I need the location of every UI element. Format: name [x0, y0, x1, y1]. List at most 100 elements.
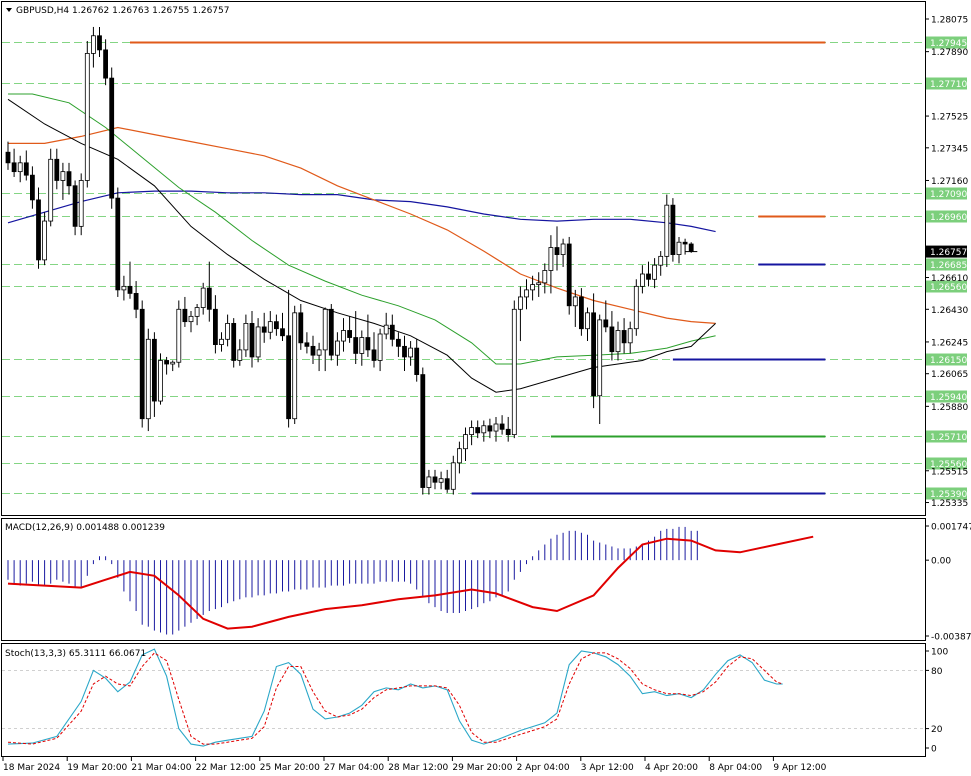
candle-bear[interactable]	[103, 49, 108, 79]
candle-bear[interactable]	[371, 349, 377, 361]
candle-bull[interactable]	[359, 337, 365, 354]
candle-bull[interactable]	[493, 423, 499, 432]
candle-bear[interactable]	[97, 35, 102, 51]
candle-bear[interactable]	[66, 171, 72, 187]
candle-bull[interactable]	[542, 270, 548, 284]
candles[interactable]	[5, 26, 694, 495]
candle-bull[interactable]	[194, 307, 200, 317]
candle-bear[interactable]	[72, 185, 78, 227]
candle-bear[interactable]	[280, 328, 285, 337]
candle-bull[interactable]	[597, 319, 603, 397]
candle-bear[interactable]	[566, 243, 572, 307]
candle-bull[interactable]	[456, 448, 462, 464]
candle-bear[interactable]	[365, 337, 371, 351]
candle-bear[interactable]	[139, 308, 145, 420]
candle-bear[interactable]	[133, 293, 139, 310]
candle-bear[interactable]	[115, 197, 121, 291]
candle-bull[interactable]	[463, 434, 468, 450]
candle-bull[interactable]	[145, 338, 151, 420]
candle-bear[interactable]	[328, 308, 334, 356]
candle-bull[interactable]	[548, 247, 554, 271]
candle-bear[interactable]	[36, 199, 41, 261]
candle-bull[interactable]	[237, 349, 243, 361]
candle-bear[interactable]	[603, 319, 609, 328]
candle-bear[interactable]	[54, 158, 60, 181]
candle-bear[interactable]	[420, 374, 426, 488]
candle-bear[interactable]	[304, 342, 310, 347]
candle-bull[interactable]	[188, 315, 194, 323]
candle-bear[interactable]	[310, 345, 316, 356]
candle-bear[interactable]	[591, 312, 596, 397]
candle-bear[interactable]	[261, 326, 267, 333]
candle-bear[interactable]	[347, 330, 353, 338]
candle-bull[interactable]	[158, 360, 163, 402]
candle-bull[interactable]	[170, 361, 176, 365]
candle-bull[interactable]	[200, 287, 206, 308]
candle-bear[interactable]	[499, 423, 505, 430]
candle-bull[interactable]	[560, 243, 566, 255]
candle-bull[interactable]	[652, 264, 657, 280]
candle-bear[interactable]	[402, 345, 407, 358]
candle-bear[interactable]	[682, 241, 688, 245]
candle-bear[interactable]	[487, 425, 493, 432]
candle-bull[interactable]	[121, 285, 127, 291]
candle-bull[interactable]	[334, 340, 340, 356]
symbol-dropdown-icon[interactable]	[6, 8, 12, 12]
candle-bear[interactable]	[29, 174, 35, 201]
candle-bear[interactable]	[395, 338, 401, 347]
candle-bull[interactable]	[267, 321, 273, 333]
candle-bull[interactable]	[292, 312, 298, 420]
candle-bear[interactable]	[389, 324, 395, 340]
candle-bull[interactable]	[91, 35, 96, 54]
candle-bear[interactable]	[5, 151, 11, 164]
candle-bull[interactable]	[585, 312, 590, 330]
candle-bear[interactable]	[249, 323, 255, 358]
candle-bear[interactable]	[206, 287, 212, 310]
candle-bear[interactable]	[11, 162, 17, 173]
candle-bear[interactable]	[609, 326, 615, 353]
candle-bear[interactable]	[646, 273, 651, 280]
candle-bull[interactable]	[17, 162, 23, 173]
candle-bull[interactable]	[176, 308, 182, 363]
candle-bear[interactable]	[286, 335, 292, 420]
candle-bear[interactable]	[505, 428, 511, 435]
candle-bull[interactable]	[426, 476, 432, 488]
candle-bull[interactable]	[615, 330, 621, 353]
candle-bear[interactable]	[670, 204, 676, 255]
candle-bull[interactable]	[42, 220, 47, 261]
candle-bull[interactable]	[530, 284, 535, 291]
candle-bear[interactable]	[212, 308, 218, 345]
candle-bull[interactable]	[640, 273, 645, 287]
candle-bull[interactable]	[377, 333, 383, 361]
candle-bear[interactable]	[164, 360, 170, 365]
candle-bull[interactable]	[322, 308, 328, 351]
candle-bull[interactable]	[78, 180, 84, 227]
candle-bear[interactable]	[414, 347, 420, 375]
candle-bull[interactable]	[243, 323, 249, 351]
candle-bull[interactable]	[255, 326, 261, 358]
candle-bull[interactable]	[60, 171, 66, 181]
candle-bull[interactable]	[450, 462, 456, 490]
candle-bull[interactable]	[518, 296, 523, 310]
candle-bull[interactable]	[316, 349, 322, 356]
candle-bull[interactable]	[536, 282, 542, 285]
candle-bull[interactable]	[438, 478, 444, 483]
candle-bull[interactable]	[511, 308, 517, 435]
candle-bull[interactable]	[664, 204, 670, 257]
candle-bull[interactable]	[524, 289, 529, 298]
candle-bull[interactable]	[219, 338, 224, 345]
candle-bull[interactable]	[633, 285, 639, 330]
candle-bull[interactable]	[481, 425, 487, 434]
candle-bear[interactable]	[23, 162, 29, 176]
candle-bull[interactable]	[383, 324, 389, 335]
candle-bear[interactable]	[621, 330, 627, 344]
candle-bull[interactable]	[341, 330, 346, 342]
candle-bear[interactable]	[353, 337, 359, 354]
candle-bull[interactable]	[658, 255, 664, 266]
candle-bull[interactable]	[627, 328, 633, 344]
candle-bear[interactable]	[273, 321, 279, 330]
candle-bear[interactable]	[127, 285, 133, 294]
candle-bear[interactable]	[688, 243, 694, 252]
candle-bull[interactable]	[676, 241, 682, 255]
candle-bear[interactable]	[554, 247, 560, 255]
